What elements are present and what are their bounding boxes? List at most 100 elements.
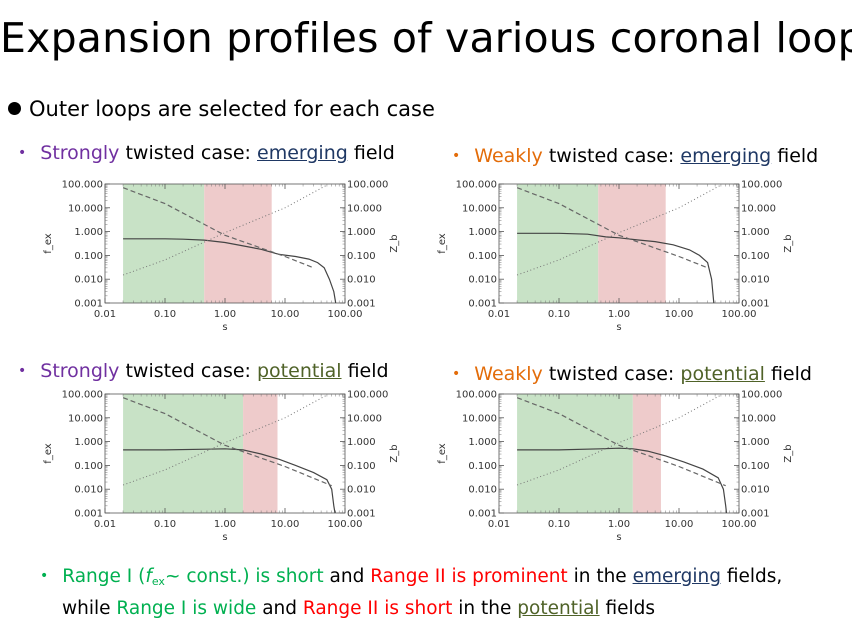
range-2-band [204,184,272,303]
x-tick-label: 10.00 [665,309,694,320]
summary-and-2: and [256,598,303,619]
y-axis-label-left: f_ex [43,233,54,253]
summary-fields-2: fields [599,598,656,619]
y-tick-label-right: 0.100 [741,461,770,472]
y-tick-label-right: 100.000 [347,390,388,401]
series-solid-line [123,448,336,514]
y-tick-label-right: 0.100 [347,251,376,262]
summary-in-the-2: in the [452,598,518,619]
summary-range2-prominent: Range II is prominent [370,566,568,587]
caption-lead: Strongly [40,360,120,382]
y-tick-label-right: 0.100 [741,251,770,262]
caption-weak-potential: • Weakly twisted case: potential field [452,363,812,385]
caption-weak-emerging: • Weakly twisted case: emerging field [452,145,818,167]
range-2-band [598,184,666,303]
x-tick-label: 10.00 [665,519,694,530]
x-tick-label: 1.00 [608,309,630,320]
intro-bullet: Outer loops are selected for each case [8,97,435,121]
x-tick-label: 100.00 [328,309,363,320]
y-tick-label-right: 10.000 [347,203,382,214]
y-tick-label-left: 0.001 [74,509,103,520]
x-tick-label: 10.00 [271,519,300,530]
caption-tail: field [771,145,819,167]
x-tick-label: 0.01 [94,309,116,320]
y-tick-label-right: 0.010 [347,275,376,286]
summary-line-1: • Range I (fex~ const.) is short and Rang… [40,566,782,588]
summary-fex-symbol: f [145,566,152,587]
caption-strong-potential: • Strongly twisted case: potential field [18,360,389,382]
y-tick-label-left: 1.000 [74,437,103,448]
y-axis-label-right: Z_b [783,234,794,252]
x-tick-label: 0.01 [488,309,510,320]
y-axis-label-right: Z_b [783,444,794,462]
y-tick-label-right: 100.000 [741,180,782,191]
x-tick-label: 10.00 [271,309,300,320]
caption-field: emerging [680,145,772,167]
summary-range1-short: ~ const.) is short [164,566,324,587]
range-1-band [517,394,633,513]
y-tick-label-right: 0.010 [741,275,770,286]
bullet-dot-icon [8,102,21,115]
x-axis-label: s [222,322,227,333]
summary-potential: potential [517,598,600,619]
series-dashed-line [122,397,332,487]
caption-field: potential [257,360,342,382]
x-tick-label: 100.00 [722,519,757,530]
y-axis-label-right: Z_b [389,444,400,462]
y-tick-label-right: 10.000 [741,413,776,424]
x-tick-label: 0.01 [94,519,116,530]
y-tick-label-left: 10.000 [462,203,497,214]
y-tick-label-left: 0.010 [468,485,497,496]
y-axis-label-left: f_ex [437,443,448,463]
chart-panel-weak-emerging: 0.001 0.010 0.100 1.000 10.000 100.000 0.001 0.… [432,172,794,344]
summary-fex-subscript: ex [151,575,165,588]
y-tick-label-right: 10.000 [741,203,776,214]
y-tick-label-left: 1.000 [74,227,103,238]
x-tick-label: 1.00 [608,519,630,530]
summary-range1-label: Range I ( [62,566,146,587]
y-tick-label-left: 0.010 [74,275,103,286]
slide-title: Expansion profiles of various coronal lo… [0,14,852,62]
chart-weak-potential: 0.0010.0100.1001.00010.000100.0000.0010.… [437,390,794,544]
caption-bullet-icon: • [452,148,461,164]
caption-tail: field [764,363,812,385]
x-tick-label: 100.00 [722,309,757,320]
series-dashed-line [516,187,708,269]
intro-text: Outer loops are selected for each case [29,97,435,121]
y-tick-label-right: 10.000 [347,413,382,424]
series-solid-line [517,447,728,514]
y-tick-label-left: 100.000 [62,180,103,191]
caption-bullet-icon: • [452,366,461,382]
x-tick-label: 0.10 [154,309,176,320]
y-tick-label-right: 1.000 [741,227,770,238]
y-tick-label-right: 0.001 [347,509,376,520]
y-tick-label-left: 0.100 [468,251,497,262]
x-axis-label: s [616,322,621,333]
x-tick-label: 100.00 [328,519,363,530]
caption-mid: twisted case: [542,145,681,167]
y-tick-label-left: 10.000 [68,203,103,214]
y-tick-label-left: 0.100 [468,461,497,472]
range-1-band [123,184,205,303]
x-tick-label: 0.10 [548,309,570,320]
y-tick-label-right: 1.000 [347,437,376,448]
caption-mid: twisted case: [542,363,681,385]
x-tick-label: 0.10 [548,519,570,530]
summary-range2-short: Range II is short [302,598,453,619]
x-tick-label: 0.01 [488,519,510,530]
series-dashed-line [516,397,726,487]
chart-weak-emerging: 0.0010.0100.1001.00010.000100.0000.0010.… [437,180,794,334]
x-axis-label: s [616,532,621,543]
x-tick-label: 1.00 [214,519,236,530]
summary-emerging: emerging [632,566,721,587]
y-tick-label-left: 100.000 [456,180,497,191]
chart-panel-strong-potential: 0.001 0.010 0.100 1.000 10.000 100.000 0.001 0.… [38,382,400,554]
y-tick-label-right: 0.010 [347,485,376,496]
y-tick-label-left: 0.100 [74,461,103,472]
y-tick-label-left: 10.000 [462,413,497,424]
caption-lead: Weakly [474,145,543,167]
chart-strong-potential: 0.0010.0100.1001.00010.000100.0000.0010.… [43,390,400,544]
chart-strong-emerging: 0.0010.0100.1001.00010.000100.0000.0010.… [43,180,400,334]
caption-bullet-icon: • [18,145,27,161]
y-tick-label-right: 0.010 [741,485,770,496]
